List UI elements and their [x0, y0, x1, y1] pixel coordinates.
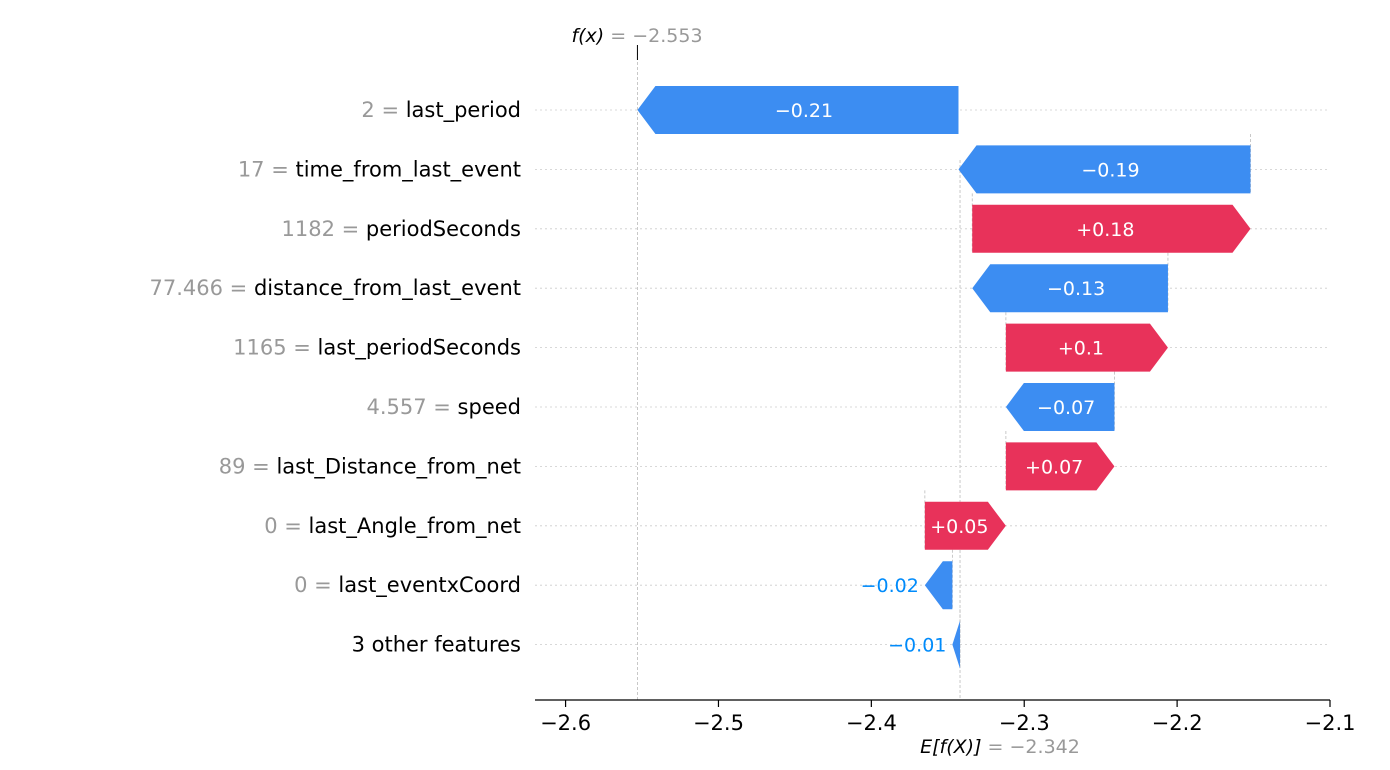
feature-label: 1182 = periodSeconds	[281, 217, 521, 241]
fx-label-value: −2.553	[632, 25, 702, 47]
x-tick-label: −2.2	[1152, 711, 1203, 735]
contribution-label: −0.19	[1081, 159, 1139, 181]
feature-bar	[1005, 442, 1115, 491]
feature-name: distance_from_last_event	[254, 276, 521, 301]
feature-bar	[972, 204, 1251, 253]
feature-bar	[1005, 383, 1115, 431]
feature-label: 77.466 = distance_from_last_event	[150, 276, 521, 301]
feature-label: 2 = last_period	[361, 98, 521, 123]
feature-label: 0 = last_eventxCoord	[294, 573, 521, 598]
feature-value: 17 =	[238, 157, 296, 181]
feature-label: 89 = last_Distance_from_net	[219, 454, 521, 479]
efx-label-prefix: E[f(X)]	[920, 736, 981, 758]
feature-value: 77.466 =	[150, 276, 254, 300]
contribution-label: +0.1	[1058, 338, 1104, 360]
contribution-label: −0.02	[861, 575, 919, 597]
feature-name: speed	[458, 395, 521, 419]
bars: −0.21 −0.19 +0.18 −0.13 +0.1 −0.07 +0.07 +0.05 −…	[637, 86, 1251, 669]
feature-label: 0 = last_Angle_from_net	[264, 514, 521, 539]
x-tick-label: −2.5	[693, 711, 744, 735]
feature-labels: 2 = last_period 17 = time_from_last_event…	[150, 98, 521, 657]
feature-name: periodSeconds	[366, 217, 521, 241]
gridlines	[535, 45, 1330, 700]
contribution-label: −0.07	[1037, 397, 1095, 419]
feature-name: time_from_last_event	[295, 157, 521, 182]
feature-value: 1165 =	[233, 336, 317, 360]
feature-bar	[924, 501, 1006, 550]
contribution-label: +0.05	[930, 516, 988, 538]
feature-name: last_Distance_from_net	[276, 454, 521, 479]
feature-value: 0 =	[264, 514, 308, 538]
contribution-label: +0.07	[1025, 456, 1083, 478]
contribution-label: −0.21	[775, 100, 833, 122]
feature-bar	[958, 145, 1251, 194]
feature-value: 4.557 =	[366, 395, 457, 419]
feature-name: last_eventxCoord	[338, 573, 521, 598]
feature-bar	[1005, 323, 1168, 372]
feature-bar	[952, 620, 961, 669]
contribution-label: −0.13	[1047, 278, 1105, 300]
feature-bar	[924, 561, 953, 610]
feature-name: last_period	[406, 98, 521, 123]
efx-label-eq: =	[982, 736, 1010, 758]
feature-value: 89 =	[219, 454, 277, 478]
feature-bar	[637, 86, 959, 134]
contribution-label: −0.01	[888, 635, 946, 657]
feature-value: 1182 =	[281, 217, 365, 241]
feature-bar	[972, 264, 1168, 313]
feature-name: last_Angle_from_net	[309, 514, 521, 539]
fx-label-eq: =	[604, 25, 632, 47]
feature-label: 1165 = last_periodSeconds	[233, 336, 521, 361]
x-tick-label: −2.4	[846, 711, 897, 735]
contribution-label: +0.18	[1076, 219, 1134, 241]
feature-label: 4.557 = speed	[366, 395, 521, 419]
feature-name: 3 other features	[352, 633, 521, 657]
efx-label-value: −2.342	[1010, 736, 1080, 758]
efx-label: E[f(X)] = −2.342	[920, 736, 1080, 758]
feature-label: 3 other features	[352, 633, 521, 657]
feature-value: 0 =	[294, 573, 338, 597]
x-tick-label: −2.6	[540, 711, 591, 735]
x-tick-label: −2.1	[1305, 711, 1356, 735]
fx-label: f(x) = −2.553	[571, 25, 702, 47]
feature-label: 17 = time_from_last_event	[238, 157, 521, 182]
feature-value: 2 =	[361, 98, 405, 122]
x-tick-label: −2.3	[999, 711, 1050, 735]
feature-name: last_periodSeconds	[318, 336, 522, 361]
fx-label-prefix: f(x)	[571, 25, 604, 47]
x-axis: −2.6 −2.5 −2.4 −2.3 −2.2 −2.1	[535, 699, 1356, 735]
